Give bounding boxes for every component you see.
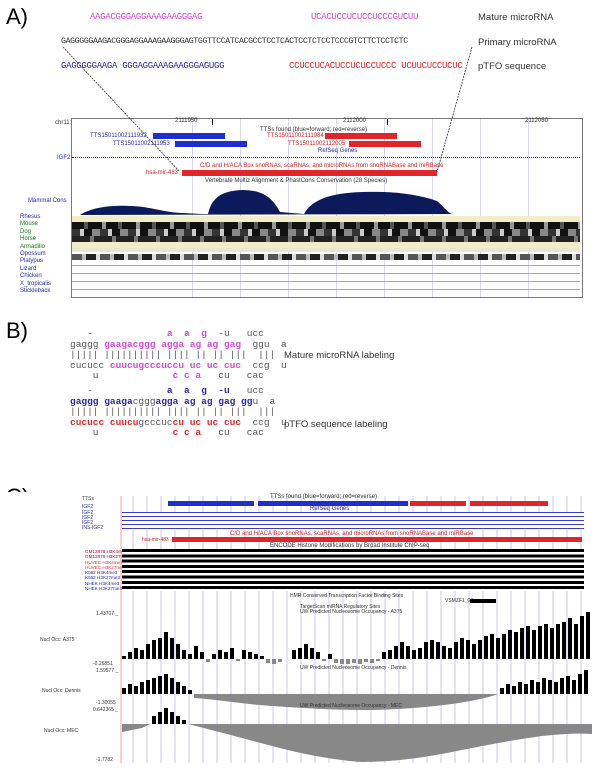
c-tts-red-1 — [410, 501, 466, 506]
hairpin-mature: - a a g -u ucc gaggg gaagacggg agga ag a… — [70, 328, 287, 381]
c-a375-min: -0.26851 — [93, 661, 113, 667]
species-horse: Horse — [20, 236, 37, 243]
tts-bar-1 — [153, 133, 225, 139]
species-stickleback: Stickleback — [20, 288, 51, 295]
igf2-gene-line — [72, 157, 580, 159]
species-armadillo: Armadillo — [20, 243, 46, 250]
c-a375-title: UW Predicted Nucleosome Occupancy - A375 — [300, 609, 403, 615]
primary-label: Primary microRNA — [478, 37, 557, 48]
c-encode-label: ENCODE Histone Modifications by Broad In… — [270, 543, 430, 549]
mature-seq-right: UCACUCCUCUCCUCCCGUCUU — [311, 12, 419, 22]
panel-label-b: B) — [6, 318, 28, 343]
tts-bar-3 — [325, 133, 397, 139]
c-histone-8: NHEK H3K27me3 — [85, 586, 123, 592]
c-histone-1: GM12878 H3K4me3 — [85, 549, 127, 554]
c-tts-blue-1 — [168, 501, 254, 506]
mature-labeling-label: Mature microRNA labeling — [284, 350, 395, 361]
c-tts-red-2 — [470, 501, 548, 506]
c-histone-bars — [122, 549, 584, 591]
ptfo-labeling-label: pTFO sequence labeling — [284, 419, 388, 430]
mir-label: hsa-mir-483 — [146, 170, 179, 176]
primary-seq: GAGGGGGAAGACGGGAGGAAAGAAGGGAGTGGTTCCATCA… — [61, 37, 408, 46]
c-label-igf2-1: IGF2 — [82, 504, 94, 511]
c-snorna-label: C/D and H/ACA Box snoRNAs, scaRNAs, and … — [230, 531, 474, 537]
mir-bar — [182, 170, 437, 176]
c-bottom-min: -1.7782 — [96, 757, 113, 763]
tts-label-1: TTS15011002111932 — [90, 133, 147, 139]
ptfo-seq-left: GAGGGGGAAGA GGGAGGAAAGAAGGGAGUGG — [61, 61, 225, 71]
tts-bar-4 — [349, 141, 421, 147]
tts-bar-2 — [175, 141, 247, 147]
c-histone-2: GM12878 H3K27me3 — [85, 554, 130, 560]
c-tts-blue-2 — [258, 501, 408, 506]
c-a375-label: Nucl Occ: A375 — [40, 637, 75, 643]
tts-header: TTSs found (blue=forward; red=reverse) — [260, 127, 368, 133]
c-mir-label: hsa-mir-483 — [142, 537, 169, 543]
c-histone-3: HUVEC H3K4me3 — [85, 559, 123, 565]
c-a375-max: 1.43707 _ — [96, 611, 119, 617]
c-igf2-gene-lines — [122, 512, 584, 530]
species-rhesus: Rhesus — [20, 214, 41, 220]
mammal-cons-plot — [80, 190, 452, 215]
c-mec-min-top: -1.30055 — [96, 700, 116, 706]
c-label-igf2-2: IGF2 — [82, 509, 94, 516]
c-tts-header: TTSs found (blue=forward; red=reverse) — [270, 494, 378, 500]
mature-label: Mature microRNA — [478, 12, 554, 23]
cons-title: Vertebrate Multiz Alignment & PhastCons … — [205, 178, 388, 184]
c-a375-plot — [122, 612, 590, 664]
c-vsmzf-bar — [470, 599, 496, 603]
connector-lines — [62, 46, 473, 173]
species-chicken: Chicken — [20, 273, 42, 280]
gene-label: IGF2 — [57, 155, 71, 161]
c-label-tts: TTSs — [82, 496, 94, 502]
species-platypus: Platypus — [20, 258, 44, 265]
c-vsmzf: VSMZF1_02 — [445, 598, 474, 604]
species-opossum: Opossum — [20, 251, 46, 258]
c-histone-4: HUVEC H3K27me3 — [85, 564, 126, 570]
tts-label-3: TTS15011002111984 — [267, 133, 324, 139]
c-histone-6: K562 H3K27me3 — [85, 575, 120, 581]
c-mir-bar — [172, 537, 582, 542]
c-mec-label: Nucl Occ: MEC — [44, 728, 79, 734]
c-dennis-max: 1.59577 _ — [96, 668, 119, 674]
species-xtropicalis: X_tropicalis — [20, 280, 52, 287]
species-tracks — [72, 216, 580, 296]
chrom-label: chr11: — [55, 120, 72, 126]
c-mec-plot — [122, 708, 592, 762]
c-mec-title: UW Predicted Nucleosome Occupancy - MEC — [300, 703, 402, 709]
tick-3: 2112050 — [525, 118, 548, 124]
tts-label-2: TTS15011002111953 — [113, 141, 170, 147]
species-labels: Rhesus Mouse Dog Horse Armadillo Opossum… — [20, 214, 70, 295]
snorna-label: C/D and H/ACA Box snoRNAs, scaRNAs, and … — [200, 163, 444, 169]
mature-seq-left: AAGACGGGAGGAAAGAAGGGAG — [90, 12, 203, 22]
c-tfbs2: TargetScan miRNA Regulatory Sites — [300, 604, 381, 610]
c-dennis-title: UW Predicted Nucleosome Occupancy - Denn… — [300, 665, 407, 671]
c-histone-labels: GM12878 H3K4me3 GM12878 H3K27me3 HUVEC H… — [85, 549, 129, 591]
c-label-ins-igf2: INS-IGF2 — [82, 525, 104, 532]
species-lizard: Lizard — [20, 265, 37, 272]
c-histone-5: K562 H3K4me3 — [85, 570, 118, 576]
c-dennis-label: Nucl Occ: Dennis — [42, 688, 81, 694]
ptfo-label: pTFO sequence — [478, 61, 547, 72]
c-refseq: RefSeq Genes — [310, 506, 350, 512]
c-histone-7: NHEK H3K4me3 — [85, 580, 120, 586]
refseq-label: RefSeq Genes — [318, 148, 358, 154]
c-mec-max: 0.642365 _ — [93, 707, 119, 713]
panel-label-a: A) — [6, 4, 28, 29]
c-label-igf2-4: IGF2 — [82, 520, 94, 527]
c-tfbs: HMR Conserved Transcription Factor Bindi… — [290, 593, 404, 599]
mammal-cons-label: Mammal Cons — [28, 198, 67, 204]
tick-2: 2112000 — [343, 118, 366, 124]
tick-1: 2111950 — [175, 118, 198, 124]
ptfo-seq-right: CCUCCUCACUCCUCUCCUCCC UCUUCUCCUCUC — [289, 61, 463, 71]
species-mouse: Mouse — [20, 221, 39, 228]
c-label-igf2-3: IGF2 — [82, 514, 94, 521]
species-dog: Dog — [20, 228, 32, 235]
c-dennis-plot — [122, 670, 588, 710]
hairpin-ptfo: - a a g -u ucc gaggg gaagacgggagga ag ag… — [70, 385, 287, 438]
c-left-labels: TTSs IGF2 IGF2 IGF2 IGF2 INS-IGF2 — [82, 496, 104, 532]
tts-label-4: TTS15011002112005 — [288, 141, 346, 147]
